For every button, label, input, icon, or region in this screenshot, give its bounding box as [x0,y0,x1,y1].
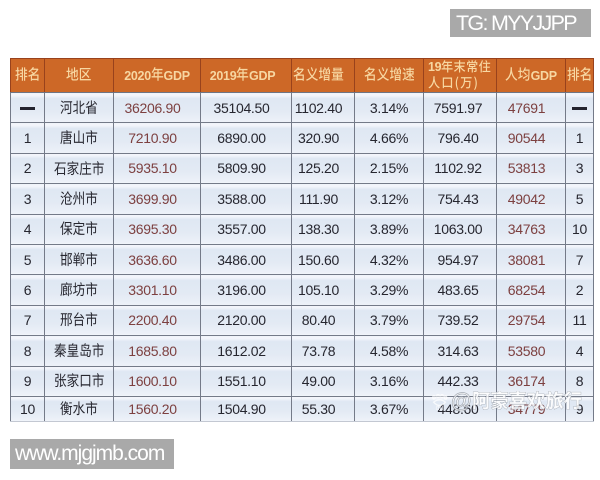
svg-text:du: du [436,405,444,411]
